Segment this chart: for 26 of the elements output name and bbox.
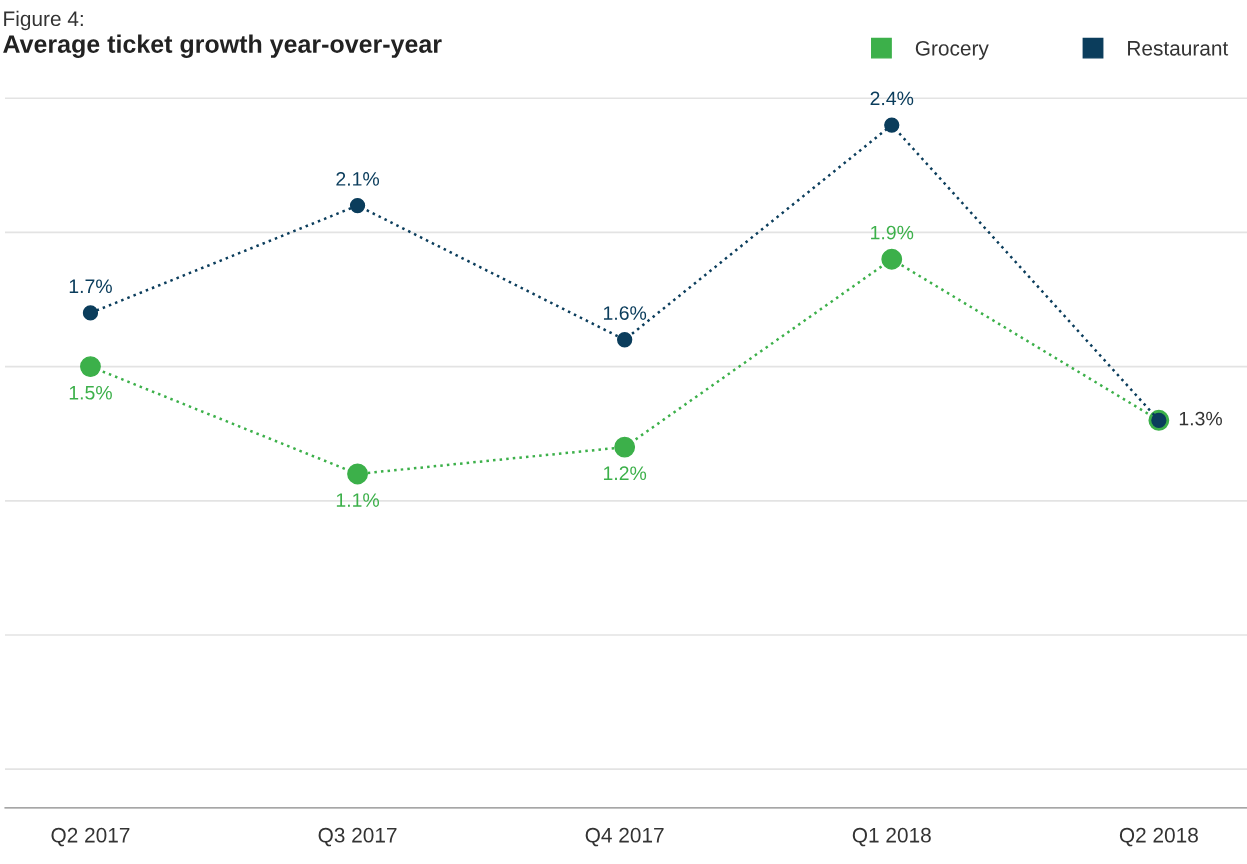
point xyxy=(617,332,633,348)
legend-label: Grocery xyxy=(915,40,989,60)
data-label: 1.5% xyxy=(69,385,112,400)
x-tick-label: Q2 2018 xyxy=(1119,827,1198,847)
data-label: 1.9% xyxy=(871,225,914,240)
point xyxy=(80,356,101,378)
data-label: 1.6% xyxy=(603,306,647,320)
chart-title: Average ticket growth year-over-year xyxy=(3,34,442,58)
x-tick-label: Q2 2017 xyxy=(51,827,130,847)
legend-label: Restaurant xyxy=(1128,41,1229,56)
data-label: 2.4% xyxy=(870,91,914,106)
data-label: 1.2% xyxy=(603,466,647,481)
x-tick-label: Q4 2017 xyxy=(585,827,664,847)
point xyxy=(347,463,368,485)
chart-subtitle: Figure 4: xyxy=(4,10,83,31)
data-label: 2.1% xyxy=(336,172,380,186)
point xyxy=(881,248,903,270)
x-tick-label: Q1 2018 xyxy=(852,827,931,847)
x-tick-label: Q3 2017 xyxy=(318,827,397,847)
point xyxy=(884,117,900,133)
data-label: 1.1% xyxy=(336,493,380,507)
point xyxy=(614,436,636,458)
point xyxy=(349,197,366,214)
data-label: 1.7% xyxy=(69,279,112,294)
data-label: 1.3% xyxy=(1179,411,1222,426)
point xyxy=(82,305,99,321)
